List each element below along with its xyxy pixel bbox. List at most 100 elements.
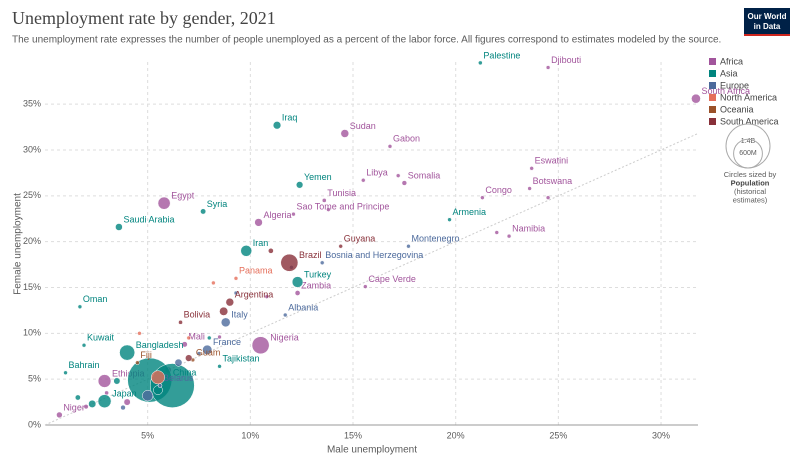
legend-label: South America bbox=[720, 116, 779, 126]
y-tick-label: 35% bbox=[23, 99, 41, 109]
point-label: Saudi Arabia bbox=[123, 214, 174, 224]
chart-subtitle: The unemployment rate expresses the numb… bbox=[12, 35, 721, 46]
point bbox=[529, 166, 534, 171]
size-legend-circle bbox=[733, 138, 763, 169]
point-label: Syria bbox=[207, 199, 228, 209]
point bbox=[283, 312, 288, 318]
x-tick-label: 25% bbox=[549, 430, 567, 440]
legend-label: Africa bbox=[720, 56, 743, 66]
size-legend-circle bbox=[725, 123, 771, 169]
point bbox=[254, 218, 263, 227]
size-legend-title: Circles sized by bbox=[724, 170, 777, 179]
logo-bar bbox=[744, 34, 790, 36]
point bbox=[200, 208, 207, 215]
point bbox=[395, 173, 401, 178]
point-label: Armenia bbox=[453, 207, 487, 217]
point-label: Montenegro bbox=[411, 234, 459, 244]
y-tick-label: 0% bbox=[28, 419, 41, 429]
y-axis-label: Female unemployment bbox=[13, 193, 24, 295]
point bbox=[74, 394, 81, 401]
point bbox=[135, 360, 140, 365]
point bbox=[56, 411, 63, 419]
point-label: Iran bbox=[253, 238, 269, 248]
point-label: Namibia bbox=[512, 224, 545, 234]
y-tick-label: 5% bbox=[28, 374, 41, 384]
legend-label: North America bbox=[720, 92, 777, 102]
point bbox=[63, 370, 68, 375]
point bbox=[81, 343, 87, 348]
point bbox=[291, 211, 296, 217]
legend-label: Oceania bbox=[720, 104, 754, 114]
point bbox=[291, 276, 304, 288]
point bbox=[233, 290, 239, 296]
x-tick-label: 30% bbox=[652, 430, 670, 440]
point bbox=[545, 65, 551, 70]
point bbox=[363, 284, 368, 289]
point bbox=[340, 129, 350, 138]
x-tick-label: 5% bbox=[141, 430, 154, 440]
size-legend-label: 600M bbox=[739, 150, 757, 157]
point bbox=[506, 233, 512, 239]
point bbox=[174, 358, 183, 367]
point-label: Gabon bbox=[393, 134, 420, 144]
point-label: South Africa bbox=[702, 86, 751, 96]
point-label: Tunisia bbox=[327, 188, 356, 198]
point bbox=[361, 178, 366, 183]
point bbox=[115, 223, 123, 231]
point bbox=[104, 390, 109, 396]
point-label: Niger bbox=[63, 402, 85, 412]
legend-swatch bbox=[709, 94, 716, 101]
point-label: Guyana bbox=[344, 234, 376, 244]
point bbox=[217, 364, 222, 369]
point-label: Fiji bbox=[140, 350, 152, 360]
point bbox=[219, 306, 229, 316]
x-axis-label: Male unemployment bbox=[327, 445, 417, 456]
point bbox=[181, 341, 188, 348]
point-label: Belarus bbox=[163, 373, 194, 383]
point-label: Albania bbox=[288, 302, 318, 312]
point-label: Japan bbox=[112, 389, 137, 399]
point bbox=[196, 351, 202, 356]
point-label: Bangladesh bbox=[136, 340, 184, 350]
point-label: Nigeria bbox=[270, 333, 299, 343]
point bbox=[217, 334, 222, 340]
y-tick-label: 30% bbox=[23, 144, 41, 154]
logo-text: in Data bbox=[754, 22, 781, 31]
point bbox=[338, 244, 343, 249]
point-label: Cape Verde bbox=[368, 274, 416, 284]
point-label: Yemen bbox=[304, 172, 332, 182]
point bbox=[294, 290, 301, 296]
point bbox=[268, 248, 274, 254]
point-label: France bbox=[213, 337, 241, 347]
point bbox=[478, 60, 483, 66]
point-label: Botswana bbox=[533, 176, 573, 186]
point bbox=[527, 186, 532, 191]
point-label: Algeria bbox=[263, 210, 291, 220]
point-label: Bolivia bbox=[184, 310, 211, 320]
point bbox=[207, 335, 212, 341]
point-label: China bbox=[173, 367, 197, 377]
point bbox=[113, 377, 121, 385]
x-tick-label: 20% bbox=[447, 430, 465, 440]
point-label: Turkey bbox=[304, 269, 332, 279]
point-label: Kuwait bbox=[87, 333, 115, 343]
point-label: Ethiopia bbox=[112, 368, 145, 378]
point bbox=[178, 320, 183, 325]
point bbox=[211, 280, 216, 286]
point bbox=[97, 374, 112, 388]
point-label: Egypt bbox=[171, 191, 195, 201]
legend-swatch bbox=[709, 82, 716, 89]
point-label: Somalia bbox=[408, 170, 441, 180]
point bbox=[280, 253, 299, 272]
legend-label: Asia bbox=[720, 68, 738, 78]
point-label: Djibouti bbox=[551, 55, 581, 65]
point bbox=[202, 344, 213, 355]
size-legend-label: 1.4B bbox=[741, 138, 756, 145]
legend-swatch bbox=[709, 58, 716, 65]
legend-label: Europe bbox=[720, 80, 749, 90]
point bbox=[225, 297, 235, 307]
point-label: Bahrain bbox=[69, 360, 100, 370]
legend-swatch bbox=[709, 118, 716, 125]
size-legend-title: Population bbox=[731, 178, 770, 187]
